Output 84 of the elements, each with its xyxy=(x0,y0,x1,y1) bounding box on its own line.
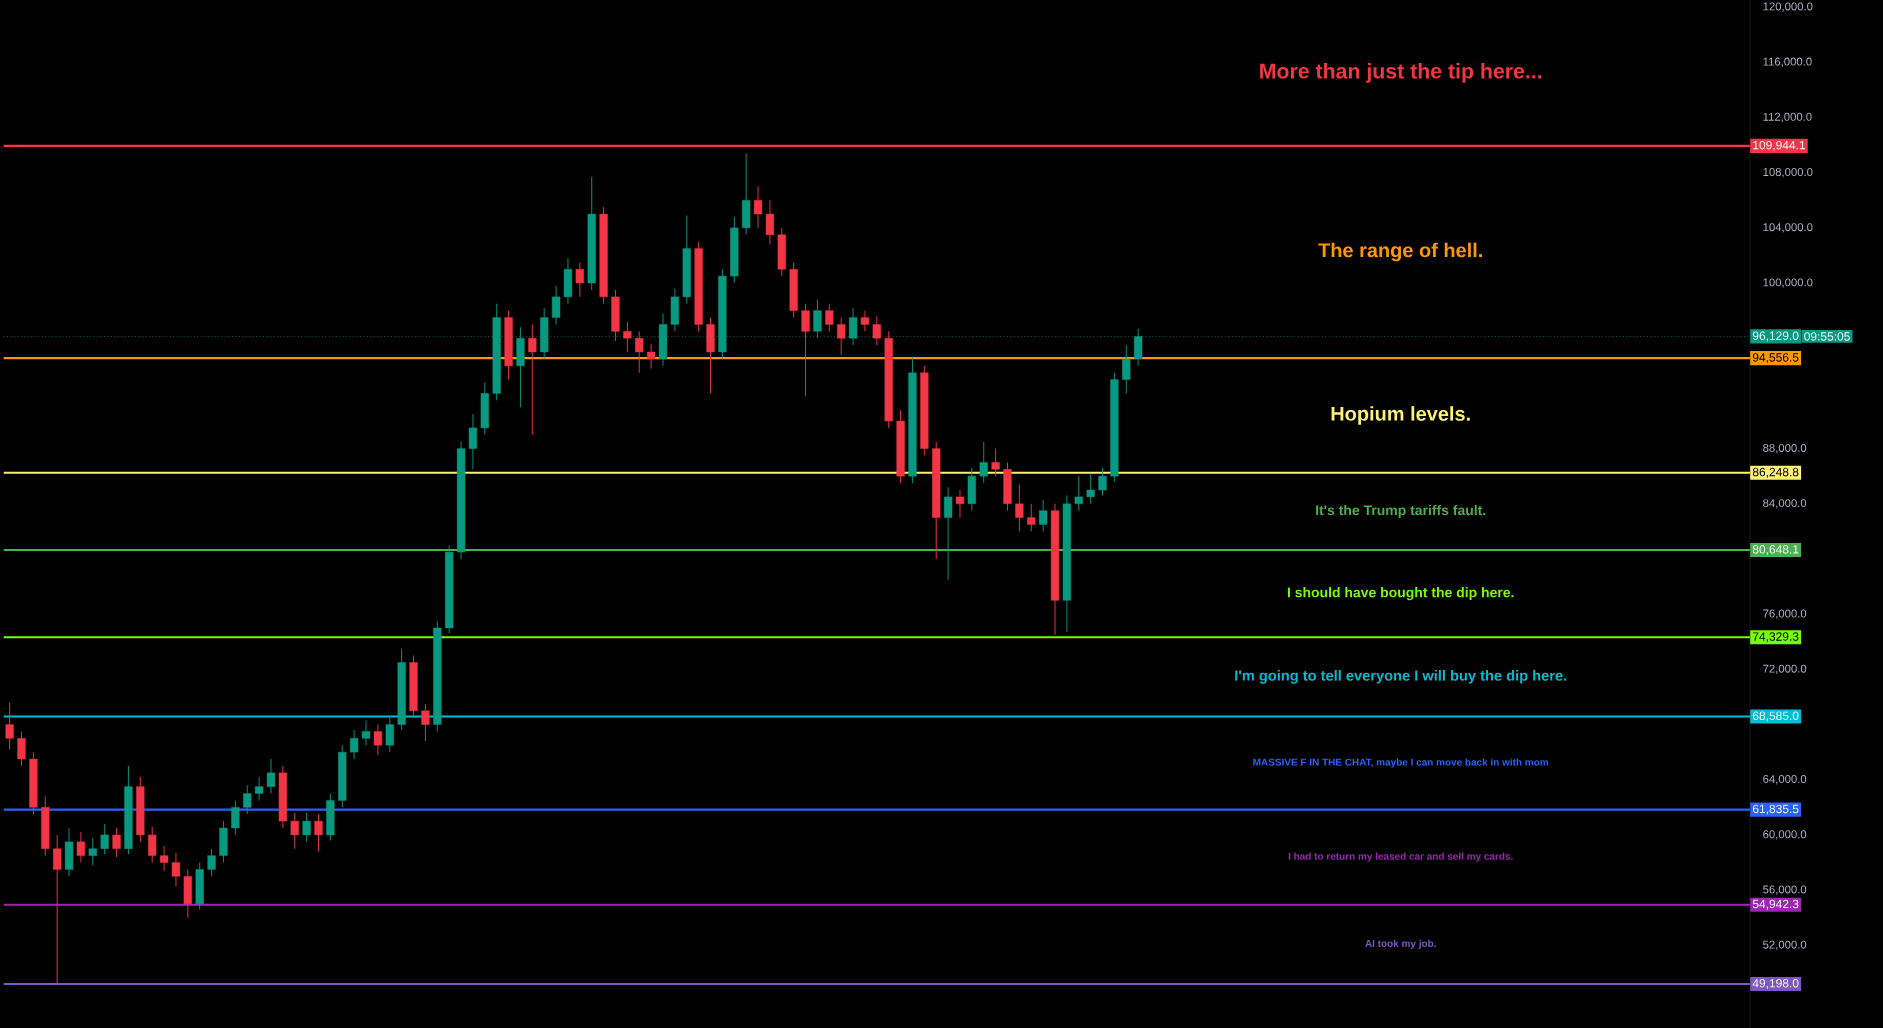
ref-line-label: 96,129.0 xyxy=(1752,331,1799,342)
text: 09:55:05 xyxy=(1804,332,1850,341)
candlestick xyxy=(647,343,656,370)
y-tick-label: 56,000.0 xyxy=(1763,885,1807,895)
ref-line-label: 94,556.5 xyxy=(1752,353,1799,364)
candlestick xyxy=(575,261,584,298)
candlestick xyxy=(872,315,881,346)
candlestick xyxy=(350,729,359,760)
candlestick xyxy=(837,317,846,356)
candlestick xyxy=(5,702,14,750)
candlestick xyxy=(813,299,822,339)
candlestick xyxy=(314,813,323,852)
y-tick-label: 64,000.0 xyxy=(1763,775,1807,785)
y-tick-label: 100,000.0 xyxy=(1763,278,1813,288)
candlestick xyxy=(231,799,240,836)
ref-line-label: 74,329.3 xyxy=(1752,632,1799,643)
candlestick xyxy=(1074,475,1083,512)
candlestick xyxy=(623,321,632,353)
annotation: It's the Trump tariffs fault. xyxy=(1316,504,1486,518)
candlestick xyxy=(635,330,644,374)
y-tick-label: 60,000.0 xyxy=(1763,830,1807,840)
y-tick-label: 104,000.0 xyxy=(1763,223,1813,233)
candlestick xyxy=(1027,503,1036,532)
candlestick xyxy=(1098,467,1107,496)
candlestick xyxy=(943,486,953,581)
candlestick xyxy=(53,834,62,985)
candlestick xyxy=(468,413,478,470)
candlestick xyxy=(765,199,775,245)
ref-line-label: 68,585.0 xyxy=(1752,711,1799,722)
ref-line-label: 86,248.8 xyxy=(1752,467,1799,478)
y-tick-label: 52,000.0 xyxy=(1763,940,1807,950)
ref-line-label: 49,198.0 xyxy=(1752,979,1799,989)
candlestick xyxy=(551,285,561,325)
candlestick xyxy=(421,703,430,742)
candlestick xyxy=(801,303,810,397)
candlestick xyxy=(753,186,763,229)
candlestick xyxy=(1039,499,1048,532)
y-tick-label: 112,000.0 xyxy=(1763,112,1812,123)
candlestick xyxy=(76,831,86,863)
candlestick xyxy=(991,448,1000,477)
candlestick xyxy=(88,837,97,866)
ref-line-label: 54,942.3 xyxy=(1752,899,1799,910)
candlestick xyxy=(373,724,383,756)
y-tick-label: 108,000.0 xyxy=(1763,168,1813,178)
candlestick xyxy=(302,812,311,843)
annotation: Hopium levels. xyxy=(1331,406,1470,425)
candlestick xyxy=(361,719,371,746)
candlestick xyxy=(17,730,26,767)
candlestick xyxy=(207,848,216,877)
y-tick-label: 120,000.0 xyxy=(1763,2,1813,12)
y-tick-label: 76,000.0 xyxy=(1763,609,1807,619)
annotation: More than just the tip here... xyxy=(1260,63,1542,83)
annotation: AI took my job. xyxy=(1365,939,1436,949)
candlestick xyxy=(825,303,834,332)
candlestick xyxy=(955,489,965,519)
candlestick xyxy=(1086,472,1095,505)
candlestick xyxy=(112,827,121,858)
annotation: MASSIVE F IN THE CHAT, maybe I can move back in with mom xyxy=(1253,758,1549,768)
candlestick xyxy=(159,845,169,872)
y-tick-label: 116,000.0 xyxy=(1763,57,1812,67)
y-tick-label: 72,000.0 xyxy=(1763,664,1807,675)
candlestick xyxy=(148,826,157,863)
candlestick xyxy=(385,715,394,753)
annotation: I should have bought the dip here. xyxy=(1287,587,1514,601)
candlestick xyxy=(254,776,264,801)
ref-line-label: 80,648.1 xyxy=(1752,545,1799,555)
candlestick xyxy=(1015,484,1024,532)
candlestick xyxy=(243,784,252,815)
ref-line-label: 109,944.1 xyxy=(1753,140,1806,151)
candlestick xyxy=(266,758,276,795)
candlestick xyxy=(979,441,988,484)
candlestick xyxy=(290,812,299,850)
ref-line-label: 61,835.5 xyxy=(1752,804,1799,815)
candlestick xyxy=(100,823,109,855)
y-tick-label: 88,000.0 xyxy=(1763,443,1807,454)
y-tick-label: 84,000.0 xyxy=(1763,499,1807,509)
annotation: I had to return my leased car and sell my cards. xyxy=(1288,852,1513,862)
candlestick xyxy=(860,310,870,332)
candlestick xyxy=(528,323,537,436)
candlestick xyxy=(1122,344,1131,394)
candlestick xyxy=(848,307,858,346)
candlestick xyxy=(171,852,181,887)
annotation: The range of hell. xyxy=(1318,242,1482,262)
annotation: I'm going to tell everyone I will buy the dip here. xyxy=(1235,670,1567,684)
